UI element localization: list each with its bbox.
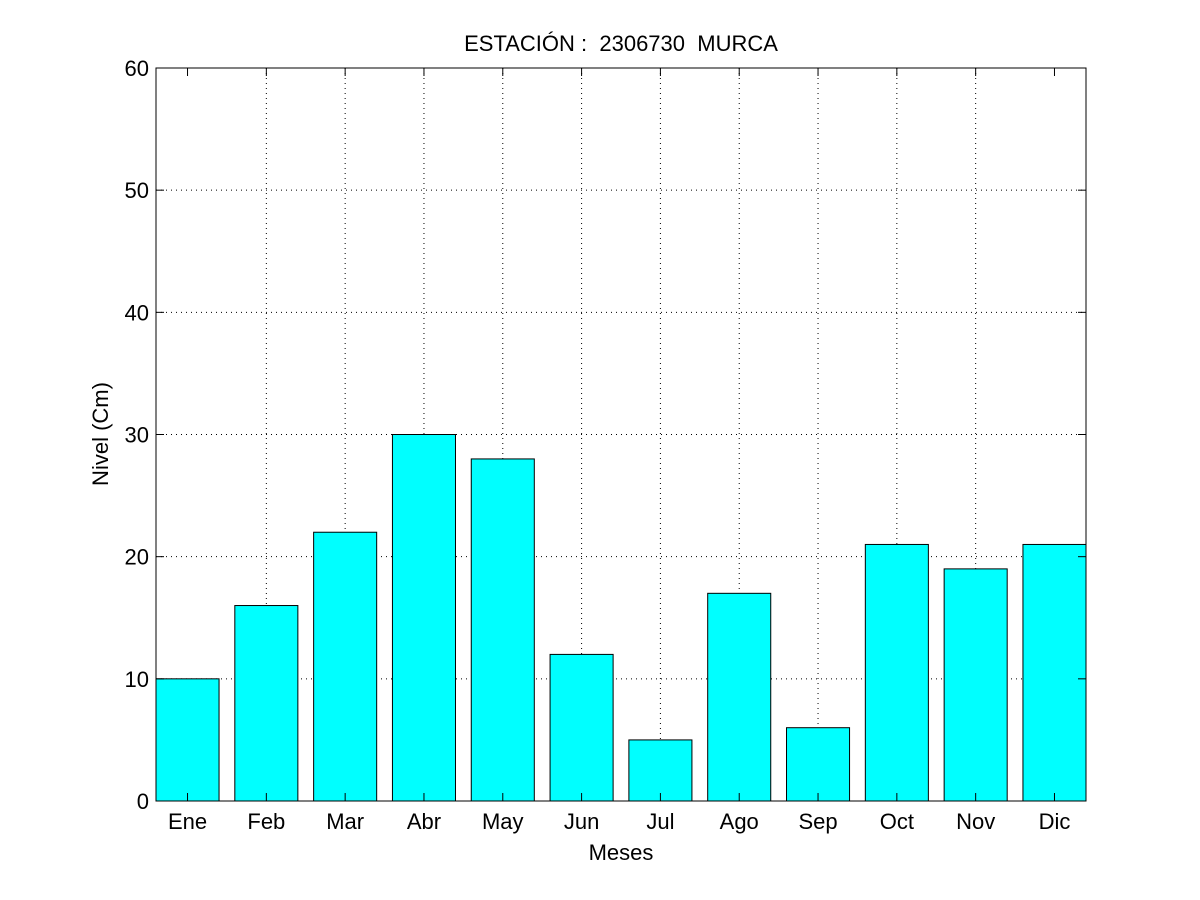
bar-nov	[943, 568, 1008, 802]
y-axis-label: Nivel (Cm)	[88, 382, 113, 486]
x-tick-label: Dic	[1039, 809, 1071, 834]
y-tick-label: 20	[125, 545, 149, 570]
x-tick-label: Ene	[168, 809, 207, 834]
x-tick-label: Abr	[407, 809, 441, 834]
x-tick-label: May	[482, 809, 524, 834]
axis-ticks	[156, 67, 1086, 802]
bar-may	[470, 458, 535, 802]
bar-abr	[391, 434, 456, 802]
x-tick-label: Sep	[798, 809, 837, 834]
bar-feb	[234, 605, 299, 802]
x-tick-label: Ago	[720, 809, 759, 834]
x-axis-label: Meses	[589, 840, 654, 865]
y-tick-label: 50	[125, 178, 149, 203]
bar-jun	[549, 653, 614, 802]
bar-ago	[707, 592, 772, 802]
bar-dic	[1022, 543, 1087, 802]
bars	[155, 434, 1087, 802]
chart-title: ESTACIÓN : 2306730 MURCA	[464, 31, 778, 56]
y-tick-labels: 0 10 20 30 40 50 60	[125, 56, 149, 814]
bar-mar	[313, 531, 378, 802]
y-tick-label: 0	[137, 789, 149, 814]
x-tick-label: Jul	[646, 809, 674, 834]
x-tick-label: Feb	[247, 809, 285, 834]
y-tick-label: 30	[125, 423, 149, 448]
y-tick-label: 10	[125, 667, 149, 692]
bar-jul	[628, 739, 693, 802]
bar-oct	[864, 543, 929, 802]
bar-sep	[786, 727, 851, 802]
bar-ene	[155, 678, 220, 802]
x-tick-label: Jun	[564, 809, 599, 834]
x-tick-label: Nov	[956, 809, 995, 834]
x-tick-label: Oct	[880, 809, 914, 834]
x-tick-label: Mar	[326, 809, 364, 834]
x-tick-labels: Ene Feb Mar Abr May Jun Jul Ago Sep Oct Nov Dic	[168, 809, 1070, 834]
y-tick-label: 40	[125, 300, 149, 325]
y-tick-label: 60	[125, 56, 149, 81]
